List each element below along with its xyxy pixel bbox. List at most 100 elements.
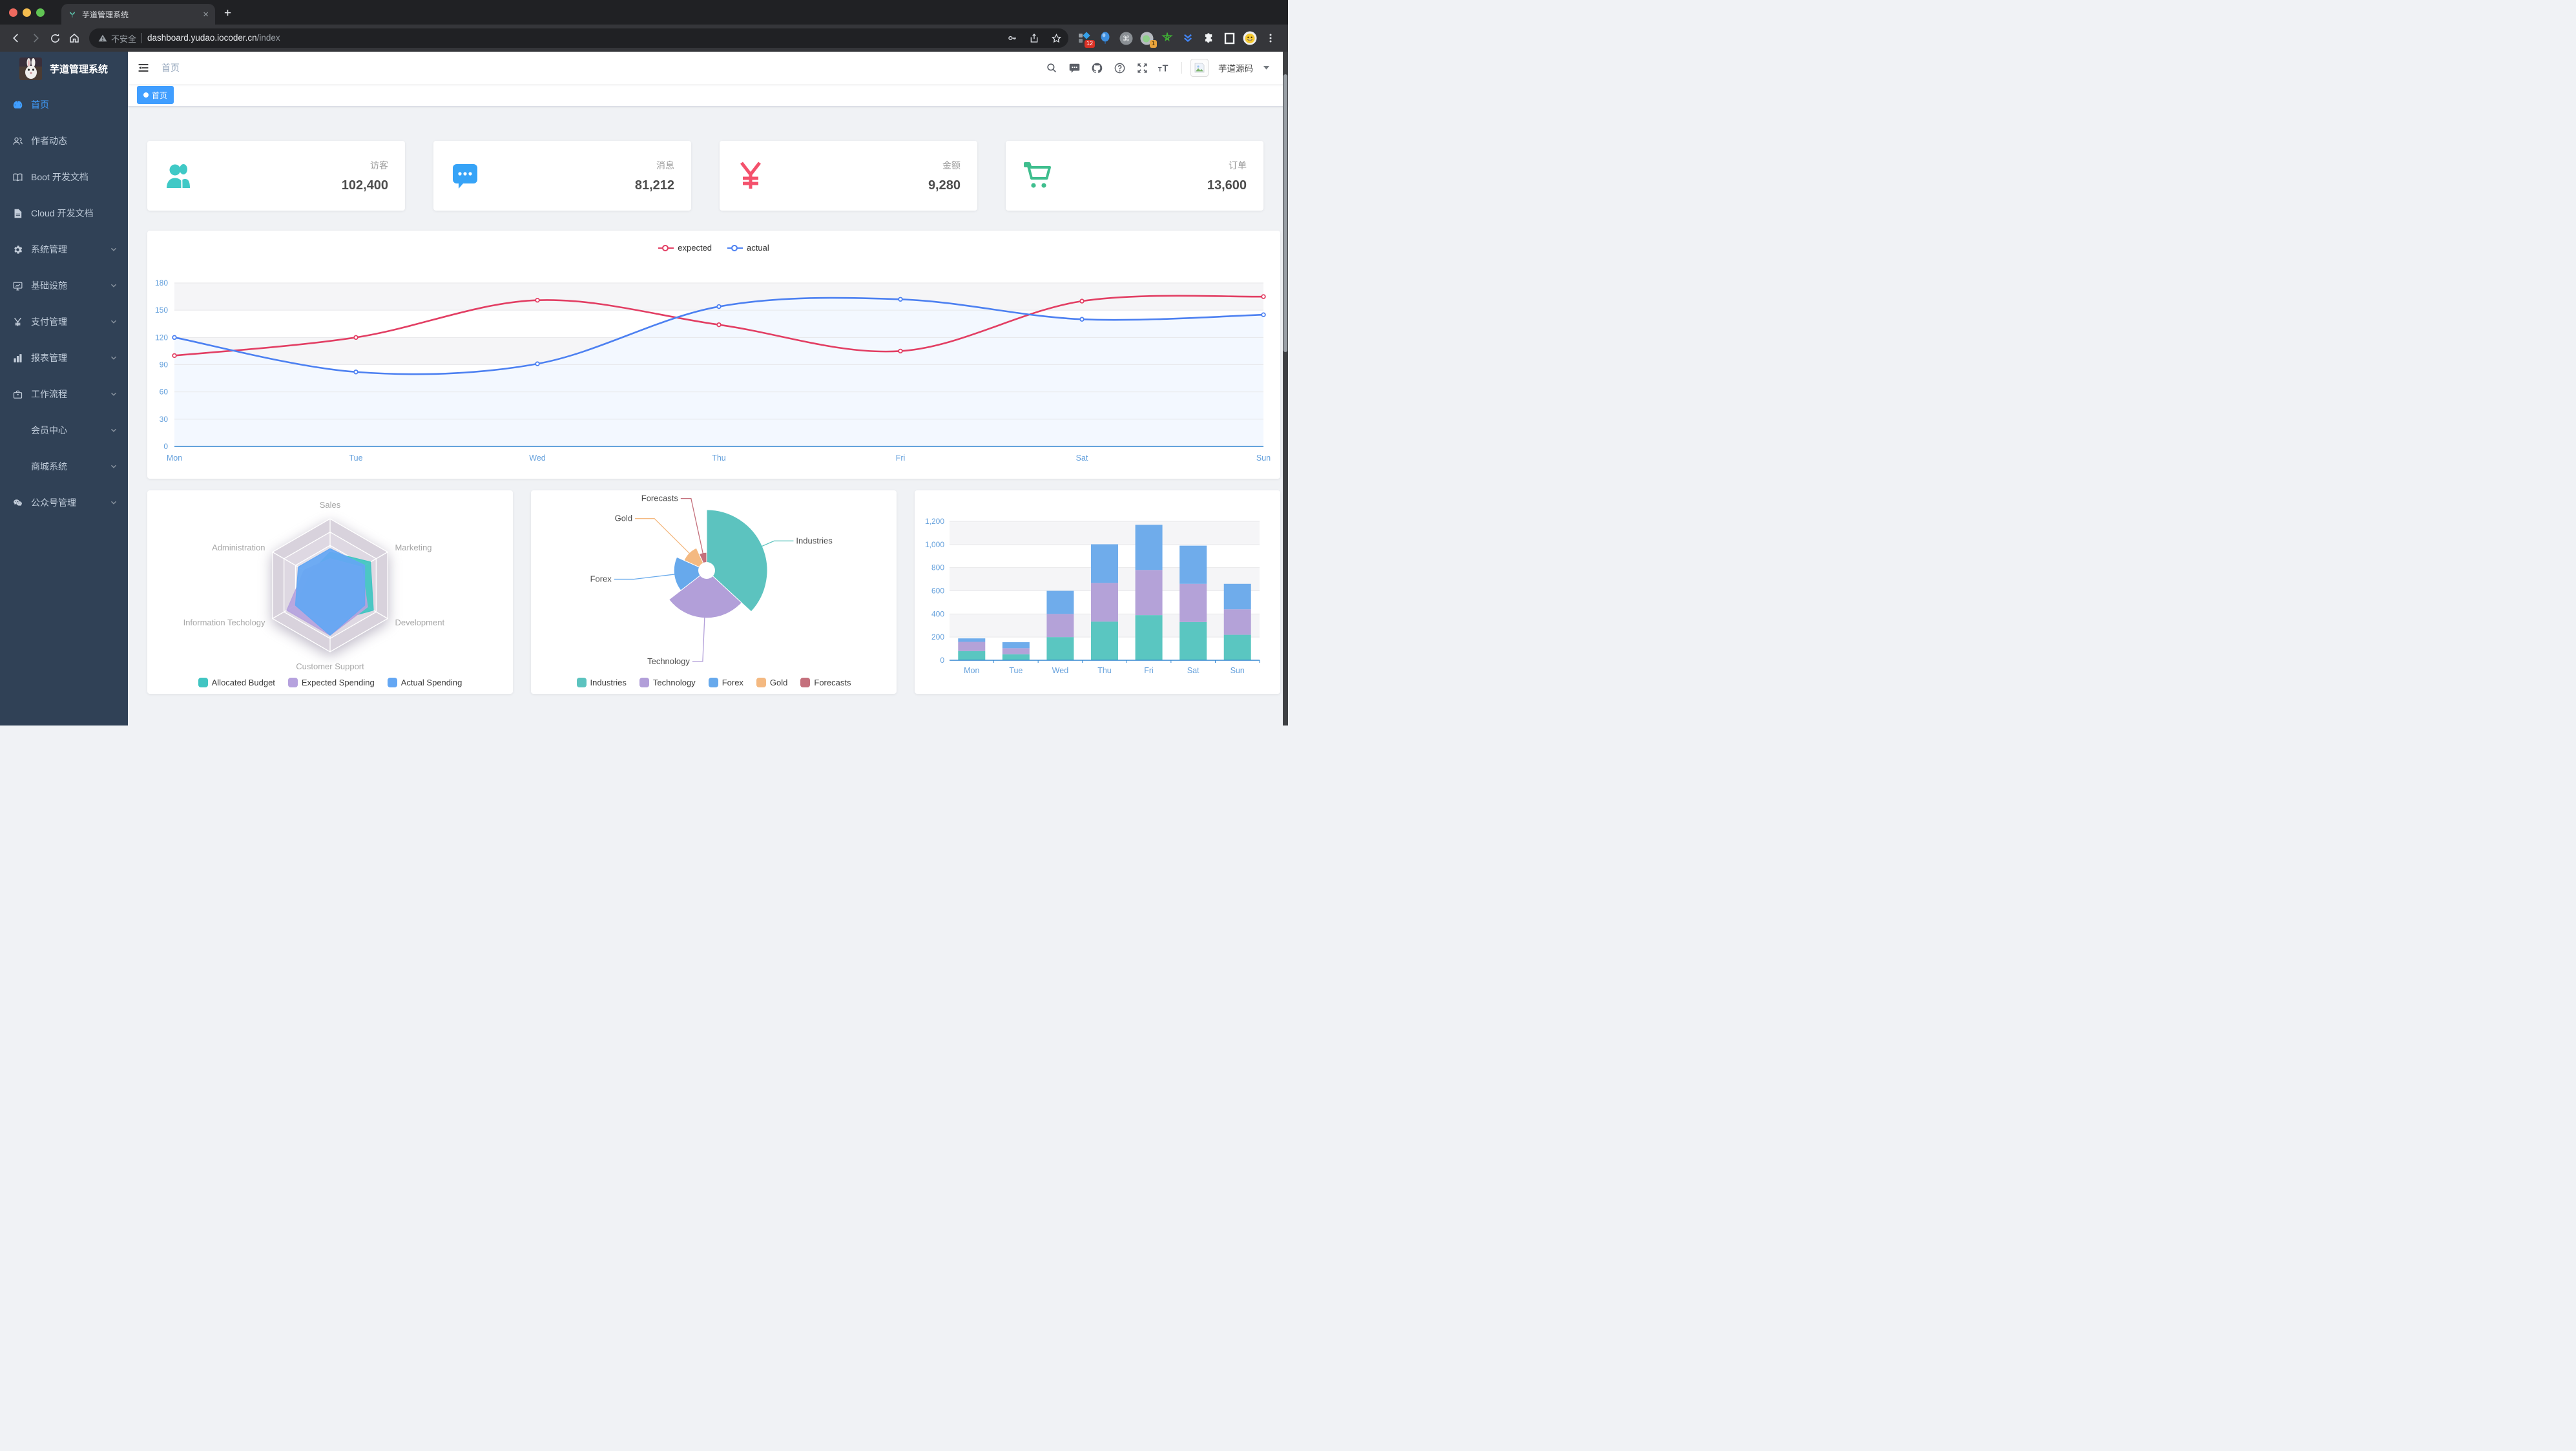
favicon-plant-icon (68, 10, 77, 19)
sidebar-logo[interactable]: 芋道管理系统 (0, 52, 128, 85)
book-icon (12, 172, 23, 183)
legend-item[interactable]: Technology (639, 678, 696, 687)
svg-text:Forex: Forex (590, 574, 612, 584)
pie-chart-legend: Industries Technology Forex Gold Forecasts (531, 678, 897, 687)
forward-icon[interactable] (26, 28, 45, 48)
legend-item[interactable]: Industries (576, 678, 627, 687)
security-label: 不安全 (111, 34, 137, 44)
tab-close-icon[interactable]: × (203, 8, 209, 20)
caret-down-icon[interactable] (1263, 65, 1270, 70)
browser-menu-dots-icon[interactable] (1263, 31, 1278, 45)
sidebar-item-cloud-docs[interactable]: Cloud 开发文档 (0, 195, 128, 231)
sidebar-toggle-icon[interactable] (128, 61, 156, 74)
home-icon[interactable] (65, 28, 84, 48)
stats-row: 访客 102,400 消息 81,212 金额 (147, 141, 1263, 211)
legend-item[interactable]: expected (658, 243, 712, 253)
security-warning-icon[interactable]: 不安全 (98, 32, 136, 45)
extension-chevrons-icon[interactable] (1181, 31, 1195, 45)
bar-chart-card: 0 200 400 600 800 1,000 1,200 Mon Tue Wed Thu Fri Sa… (915, 490, 1280, 694)
browser-chrome: 芋道管理系统 × + 不安全 dashboard.yudao.iocoder.c… (0, 0, 1288, 52)
window-controls (0, 0, 54, 25)
sidebar-item-member-center[interactable]: 会员中心 (0, 412, 128, 448)
profile-avatar-emoji[interactable] (1243, 31, 1257, 45)
close-window-button[interactable] (9, 8, 17, 17)
legend-item[interactable]: Expected Spending (287, 678, 375, 687)
extensions-cluster: 12 ⌘ 1 (1077, 31, 1278, 48)
extension-tag-manager-icon[interactable]: 12 (1077, 31, 1095, 48)
svg-text:200: 200 (931, 632, 944, 642)
legend-item[interactable]: Forecasts (800, 678, 851, 687)
stat-card-messages[interactable]: 消息 81,212 (433, 141, 691, 211)
sidebar-item-home[interactable]: 首页 (0, 87, 128, 123)
password-key-icon[interactable] (1004, 30, 1021, 47)
stat-card-visitors[interactable]: 访客 102,400 (147, 141, 405, 211)
stat-label: 访客 (370, 160, 388, 171)
svg-text:Mon: Mon (964, 666, 979, 675)
extensions-puzzle-icon[interactable] (1201, 31, 1216, 45)
tag-home[interactable]: 首页 (137, 86, 174, 104)
sidebar-item-system[interactable]: 系统管理 (0, 231, 128, 267)
sidebar-item-reports[interactable]: 报表管理 (0, 340, 128, 376)
svg-text:Thu: Thu (712, 454, 726, 463)
share-icon[interactable] (1026, 30, 1043, 47)
url-bar[interactable]: 不安全 dashboard.yudao.iocoder.cn/index (89, 28, 1068, 48)
username-label[interactable]: 芋道源码 (1218, 64, 1253, 74)
chevron-down-icon (110, 426, 118, 434)
sidebar-item-payment[interactable]: 支付管理 (0, 304, 128, 340)
sidebar-item-author[interactable]: 作者动态 (0, 123, 128, 159)
sidebar-item-mall-system[interactable]: 商城系统 (0, 448, 128, 485)
reload-icon[interactable] (45, 28, 65, 48)
minimize-window-button[interactable] (23, 8, 31, 17)
legend-item[interactable]: Forex (708, 678, 743, 687)
sidebar-menu: 首页 作者动态 Boot 开发文档 Cloud 开发文档 系统管理 基础 (0, 85, 128, 521)
bookmark-star-icon[interactable] (1048, 30, 1065, 47)
svg-text:T: T (1158, 66, 1162, 72)
help-icon[interactable] (1111, 59, 1128, 76)
svg-text:90: 90 (160, 360, 169, 370)
radar-chart: Sales Administration Information Techology… (183, 500, 445, 671)
sidebar-item-boot-docs[interactable]: Boot 开发文档 (0, 159, 128, 195)
browser-tab[interactable]: 芋道管理系统 × (61, 4, 215, 25)
extension-command-icon[interactable]: ⌘ (1119, 31, 1133, 45)
svg-text:1,200: 1,200 (925, 517, 944, 526)
scrollbar-thumb[interactable] (1283, 74, 1287, 352)
chevron-down-icon (110, 318, 118, 326)
svg-text:60: 60 (160, 388, 169, 397)
sidebar-item-infrastructure[interactable]: 基础设施 (0, 267, 128, 304)
legend-item[interactable]: actual (727, 243, 769, 253)
sidebar-item-workflow[interactable]: 工作流程 (0, 376, 128, 412)
legend-item[interactable]: Actual Spending (387, 678, 462, 687)
github-icon[interactable] (1088, 59, 1105, 76)
sidebar-item-wechat-official[interactable]: 公众号管理 (0, 485, 128, 521)
dashboard-icon (12, 99, 23, 110)
chat-bubble-icon (450, 161, 480, 191)
extension-window-icon[interactable] (1222, 31, 1236, 45)
legend-item[interactable]: Gold (756, 678, 787, 687)
svg-text:120: 120 (155, 333, 168, 342)
stat-value: 102,400 (341, 178, 388, 193)
extension-recorder-icon[interactable]: 1 (1139, 31, 1157, 48)
breadcrumb[interactable]: 首页 (161, 63, 180, 73)
browser-toolbar: 不安全 dashboard.yudao.iocoder.cn/index 12 … (0, 25, 1288, 52)
monitor-icon (12, 280, 23, 291)
svg-text:Tue: Tue (349, 454, 362, 463)
url-host: dashboard.yudao.iocoder.cn (147, 33, 257, 43)
stat-card-amount[interactable]: 金额 9,280 (720, 141, 977, 211)
svg-text:Wed: Wed (1052, 666, 1069, 675)
maximize-window-button[interactable] (36, 8, 45, 17)
svg-text:180: 180 (155, 278, 168, 287)
money-icon (12, 317, 23, 328)
search-icon[interactable] (1043, 59, 1060, 76)
new-tab-button[interactable]: + (224, 6, 232, 20)
tag-dot (143, 92, 149, 98)
extension-green-star-icon[interactable] (1160, 31, 1174, 45)
fullscreen-icon[interactable] (1134, 59, 1150, 76)
message-icon[interactable] (1066, 59, 1083, 76)
legend-item[interactable]: Allocated Budget (198, 678, 275, 687)
chevron-down-icon (110, 390, 118, 398)
extension-balloon-icon[interactable] (1098, 31, 1112, 45)
back-icon[interactable] (6, 28, 26, 48)
user-avatar-broken-image[interactable] (1190, 59, 1209, 77)
stat-card-orders[interactable]: 订单 13,600 (1006, 141, 1263, 211)
